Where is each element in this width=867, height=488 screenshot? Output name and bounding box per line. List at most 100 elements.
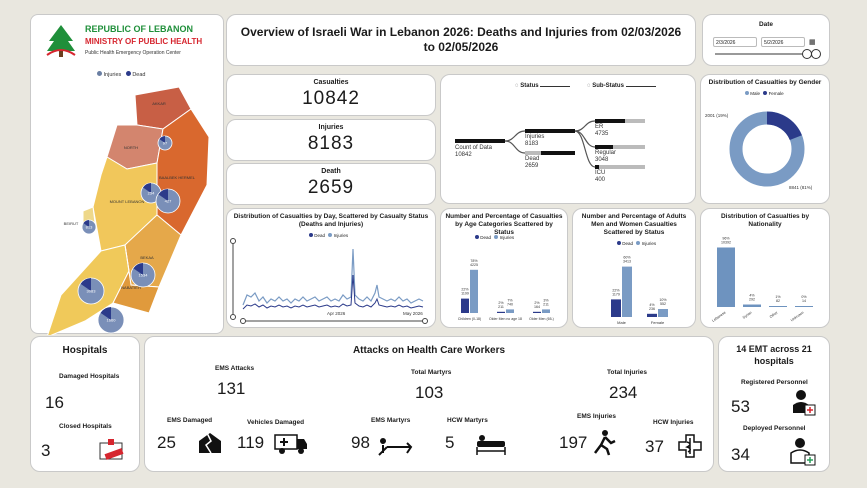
adults-chart-title: Number and Percentage of Adults Men and …: [581, 213, 687, 236]
lebanon-map: AKKAR NORTH BAALBEK HERMEL MOUNT LEBANON BEI…: [47, 86, 210, 335]
decomp-root[interactable]: Count of Data 10842: [455, 145, 493, 158]
bar-injuries[interactable]: [470, 269, 478, 313]
bar-injuries[interactable]: [542, 309, 550, 313]
attacks-title: Attacks on Health Care Workers: [352, 345, 506, 356]
vehicles-damaged-value: 119: [237, 433, 265, 452]
death-value: 2659: [307, 177, 355, 198]
gender-donut: [729, 111, 805, 187]
category-label: Syrian: [742, 311, 753, 320]
daily-legend: Dead Injuries: [309, 233, 348, 238]
donut-segment-female: [729, 111, 805, 187]
hospital-bed-icon: [476, 435, 506, 455]
bar-label-injuries: 7% 740: [507, 298, 513, 306]
daily-chart-title: Distribution of Casualties by Day, Scatt…: [233, 213, 429, 228]
category-label: Lebanese: [711, 311, 726, 323]
decomp-node-regular[interactable]: Regular 3048: [595, 150, 617, 163]
nationality-chart: Distribution of Casualties by Nationalit…: [700, 208, 830, 328]
death-label: Death: [321, 168, 341, 175]
bar-dead[interactable]: [647, 313, 657, 317]
age-chart-title: Number and Percentage of Casualties by A…: [445, 213, 563, 236]
bar-label-injuries: 10% 552: [659, 298, 667, 306]
bar-injuries[interactable]: [622, 266, 632, 317]
closed-hospital-icon: [99, 439, 124, 460]
stretcher-icon: [378, 438, 413, 456]
calendar-icon[interactable]: ▦: [809, 39, 816, 46]
date-from-input[interactable]: 2/3/2026: [713, 37, 757, 47]
bar-dead[interactable]: [497, 311, 505, 313]
registered-personnel-label: Registered Personnel: [741, 379, 808, 386]
death-card: Death 2659: [226, 163, 436, 205]
decomposition-tree[interactable]: ◌ Status ◌ Sub-Status Count of Data 10842…: [440, 74, 696, 204]
injuries-label: Injuries: [318, 124, 344, 131]
gender-label-left: 2001 (19%): [705, 113, 729, 118]
injuries-card: Injuries 8183: [226, 119, 436, 161]
moph-logo-icon: [46, 25, 76, 57]
ems-martyrs-label: EMS Martyrs: [371, 417, 411, 424]
ems-injuries-value: 197: [559, 433, 588, 452]
bar-dead[interactable]: [533, 311, 541, 313]
map-region-baalbek: [156, 108, 210, 236]
bar-dead[interactable]: [461, 298, 469, 313]
bar-label-injuries: 3% 211: [543, 298, 549, 306]
legend-injuries: Injuries: [103, 72, 122, 78]
bar-dead[interactable]: [611, 299, 621, 317]
decomp-lines: [455, 119, 645, 169]
hcw-injuries-value: 37: [645, 437, 664, 456]
substatus-header[interactable]: ◌ Sub-Status: [587, 83, 656, 89]
casualties-card: Casualties 10842: [226, 74, 436, 116]
map-bubble-label: 3083: [87, 289, 97, 294]
bar-label-nationality: 0% 14: [801, 295, 807, 303]
map-bubble-dead-slice: [143, 183, 151, 193]
date-label: Date: [758, 21, 774, 28]
category-label: Children (0-18): [458, 317, 481, 321]
map-region-label: NORTH: [124, 145, 138, 150]
gender-chart-title: Distribution of Casualties by Gender: [708, 79, 822, 86]
closed-hospitals-value: 3: [41, 441, 51, 460]
bar-label-dead: 2% 211: [498, 301, 504, 309]
slider-handle-end: [811, 49, 821, 59]
bar-label-dead: 2% 164: [534, 301, 540, 309]
deployed-personnel-value: 34: [731, 445, 750, 464]
decomp-node-er[interactable]: ER 4735: [595, 124, 609, 137]
ems-attacks-label: EMS Attacks: [215, 365, 255, 372]
ems-martyrs-value: 98: [351, 433, 370, 452]
hospitals-card: Hospitals Damaged Hospitals 16 Closed Ho…: [30, 336, 140, 472]
y-slider-handle-bottom: [230, 314, 236, 320]
date-slider[interactable]: [711, 47, 821, 61]
bar-label-dead: 22% 1199: [461, 288, 469, 296]
date-to-input[interactable]: 5/2/2026: [761, 37, 805, 47]
bar-injuries[interactable]: [658, 309, 668, 317]
map-bubble-dead-slice: [159, 136, 165, 143]
ems-injuries-label: EMS Injuries: [577, 413, 617, 420]
decomp-node-injuries[interactable]: Injuries 8183: [525, 134, 545, 147]
map-region-label: BEIRUT: [64, 221, 79, 226]
hcw-injuries-label: HCW Injuries: [653, 419, 694, 426]
status-header[interactable]: ◌ Status: [515, 83, 571, 89]
deployed-personnel-label: Deployed Personnel: [743, 425, 806, 432]
map-panel: REPUBLIC OF LEBANON MINISTRY OF PUBLIC H…: [30, 14, 224, 335]
ems-damaged-label: EMS Damaged: [167, 417, 213, 424]
x-slider-handle-right: [422, 318, 428, 324]
map-bubble-label: 97: [163, 141, 168, 146]
age-legend: Dead Injuries: [475, 235, 514, 240]
legend-dead: Dead: [132, 72, 146, 78]
damaged-vehicle-icon: [274, 434, 307, 454]
emt-title: 14 EMT across 21 hospitals: [736, 344, 812, 366]
vehicles-damaged-label: Vehicles Damaged: [247, 419, 305, 426]
bar-label-injuries: 60% 3413: [623, 256, 631, 264]
registered-personnel-value: 53: [731, 397, 750, 416]
map-region-nabatieh: [112, 244, 160, 314]
bar-injuries[interactable]: [506, 309, 514, 313]
damaged-hospitals-label: Damaged Hospitals: [59, 373, 120, 380]
bar-nationality[interactable]: [717, 247, 735, 307]
decomp-node-icu[interactable]: ICU 400: [595, 170, 606, 183]
decomp-node-dead[interactable]: Dead 2659: [525, 156, 540, 169]
bar-nationality[interactable]: [743, 304, 761, 307]
bar-nationality[interactable]: [795, 306, 813, 307]
ems-attacks-value: 131: [217, 379, 246, 398]
bar-nationality[interactable]: [769, 306, 787, 307]
bar-label-nationality: 96% 10392: [721, 236, 731, 244]
series-dead: [242, 274, 424, 310]
map-bubble-dead-slice: [80, 278, 91, 291]
category-label: Unknown: [790, 311, 805, 323]
